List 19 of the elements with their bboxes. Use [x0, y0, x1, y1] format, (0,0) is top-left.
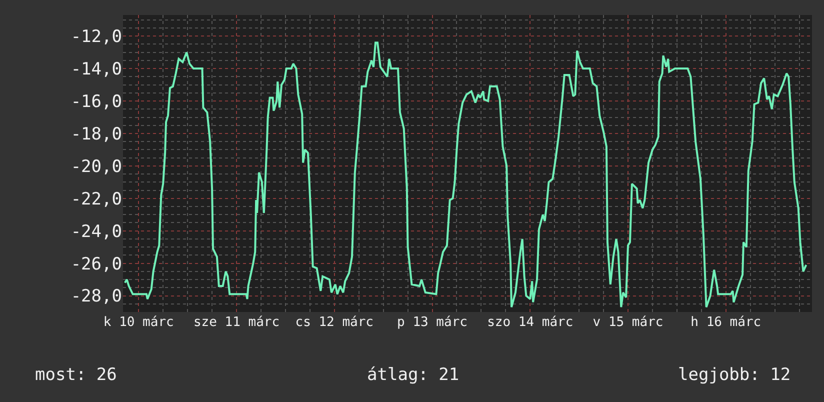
y-tick-label: -28,0 [70, 286, 122, 307]
y-tick-label: -24,0 [70, 222, 122, 242]
y-tick-label: -22,0 [70, 189, 122, 210]
x-tick-label: v 15 márc [592, 315, 664, 330]
x-tick-label: h 16 márc [690, 315, 762, 330]
x-tick-label: cs 12 márc [295, 315, 374, 330]
y-tick-label: -14,0 [70, 60, 122, 80]
x-tick-label: sze 11 márc [193, 315, 280, 330]
text: most: 26 [35, 365, 117, 385]
y-tick-label: -12,0 [70, 27, 122, 48]
x-tick-label: szo 14 márc [487, 315, 574, 330]
text: legjobb: 12 [678, 365, 791, 385]
x-tick-label: k 10 márc [103, 315, 174, 330]
y-tick-label: -16,0 [70, 92, 122, 112]
x-tick-label: p 13 márc [397, 315, 468, 330]
y-tick-label: -18,0 [70, 124, 122, 144]
text: átlag: 21 [367, 365, 460, 385]
y-tick-label: -26,0 [70, 254, 122, 274]
y-tick-label: -20,0 [70, 156, 122, 177]
